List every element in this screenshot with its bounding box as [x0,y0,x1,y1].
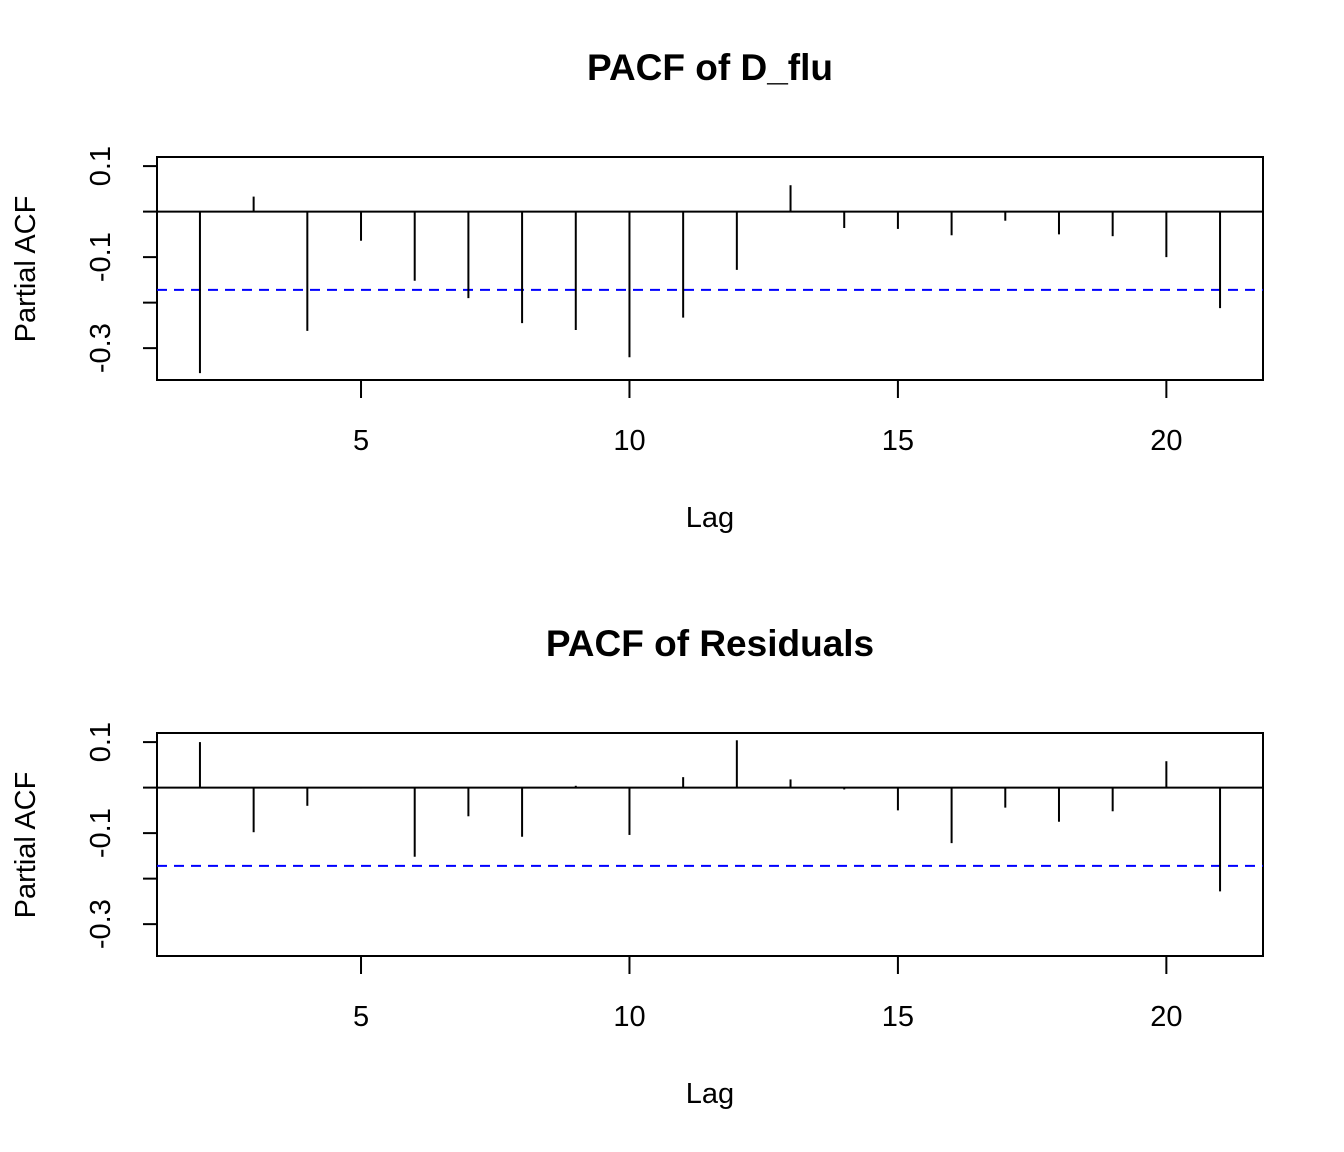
plot-frame [156,156,1264,381]
x-tick-label: 20 [1150,425,1182,457]
x-tick-label: 15 [882,1001,914,1033]
plot-marks: 5 10 15 20 0.1 -0.1 -0.3 [85,722,1263,1033]
x-tick-label: 20 [1150,1001,1182,1033]
plot-frame [156,732,1264,957]
y-tick-label: -0.1 [85,808,117,858]
y-tick-label: -0.3 [85,323,117,373]
y-tick-label: -0.1 [85,232,117,282]
y-tick-label: 0.1 [85,146,117,186]
y-axis-label: Partial ACF [10,196,42,343]
x-axis-label: Lag [686,502,734,534]
x-tick-label: 5 [353,425,369,457]
plot-marks: 5 10 15 20 0.1 -0.1 -0.3 [85,146,1263,457]
x-tick-label: 15 [882,425,914,457]
x-tick-label: 10 [613,1001,645,1033]
pacf-panel-residuals: PACF of Residuals Lag Partial ACF 5 10 15 2… [10,623,1264,1110]
chart-title: PACF of Residuals [546,623,874,664]
y-tick-label: -0.3 [85,899,117,949]
y-tick-label: 0.1 [85,722,117,762]
x-tick-label: 10 [613,425,645,457]
pacf-panel-d-flu: PACF of D_flu Lag Partial ACF 5 10 15 20 0.1… [10,47,1264,534]
chart-title: PACF of D_flu [587,47,833,88]
y-axis-label: Partial ACF [10,772,42,919]
x-tick-label: 5 [353,1001,369,1033]
x-axis-label: Lag [686,1078,734,1110]
